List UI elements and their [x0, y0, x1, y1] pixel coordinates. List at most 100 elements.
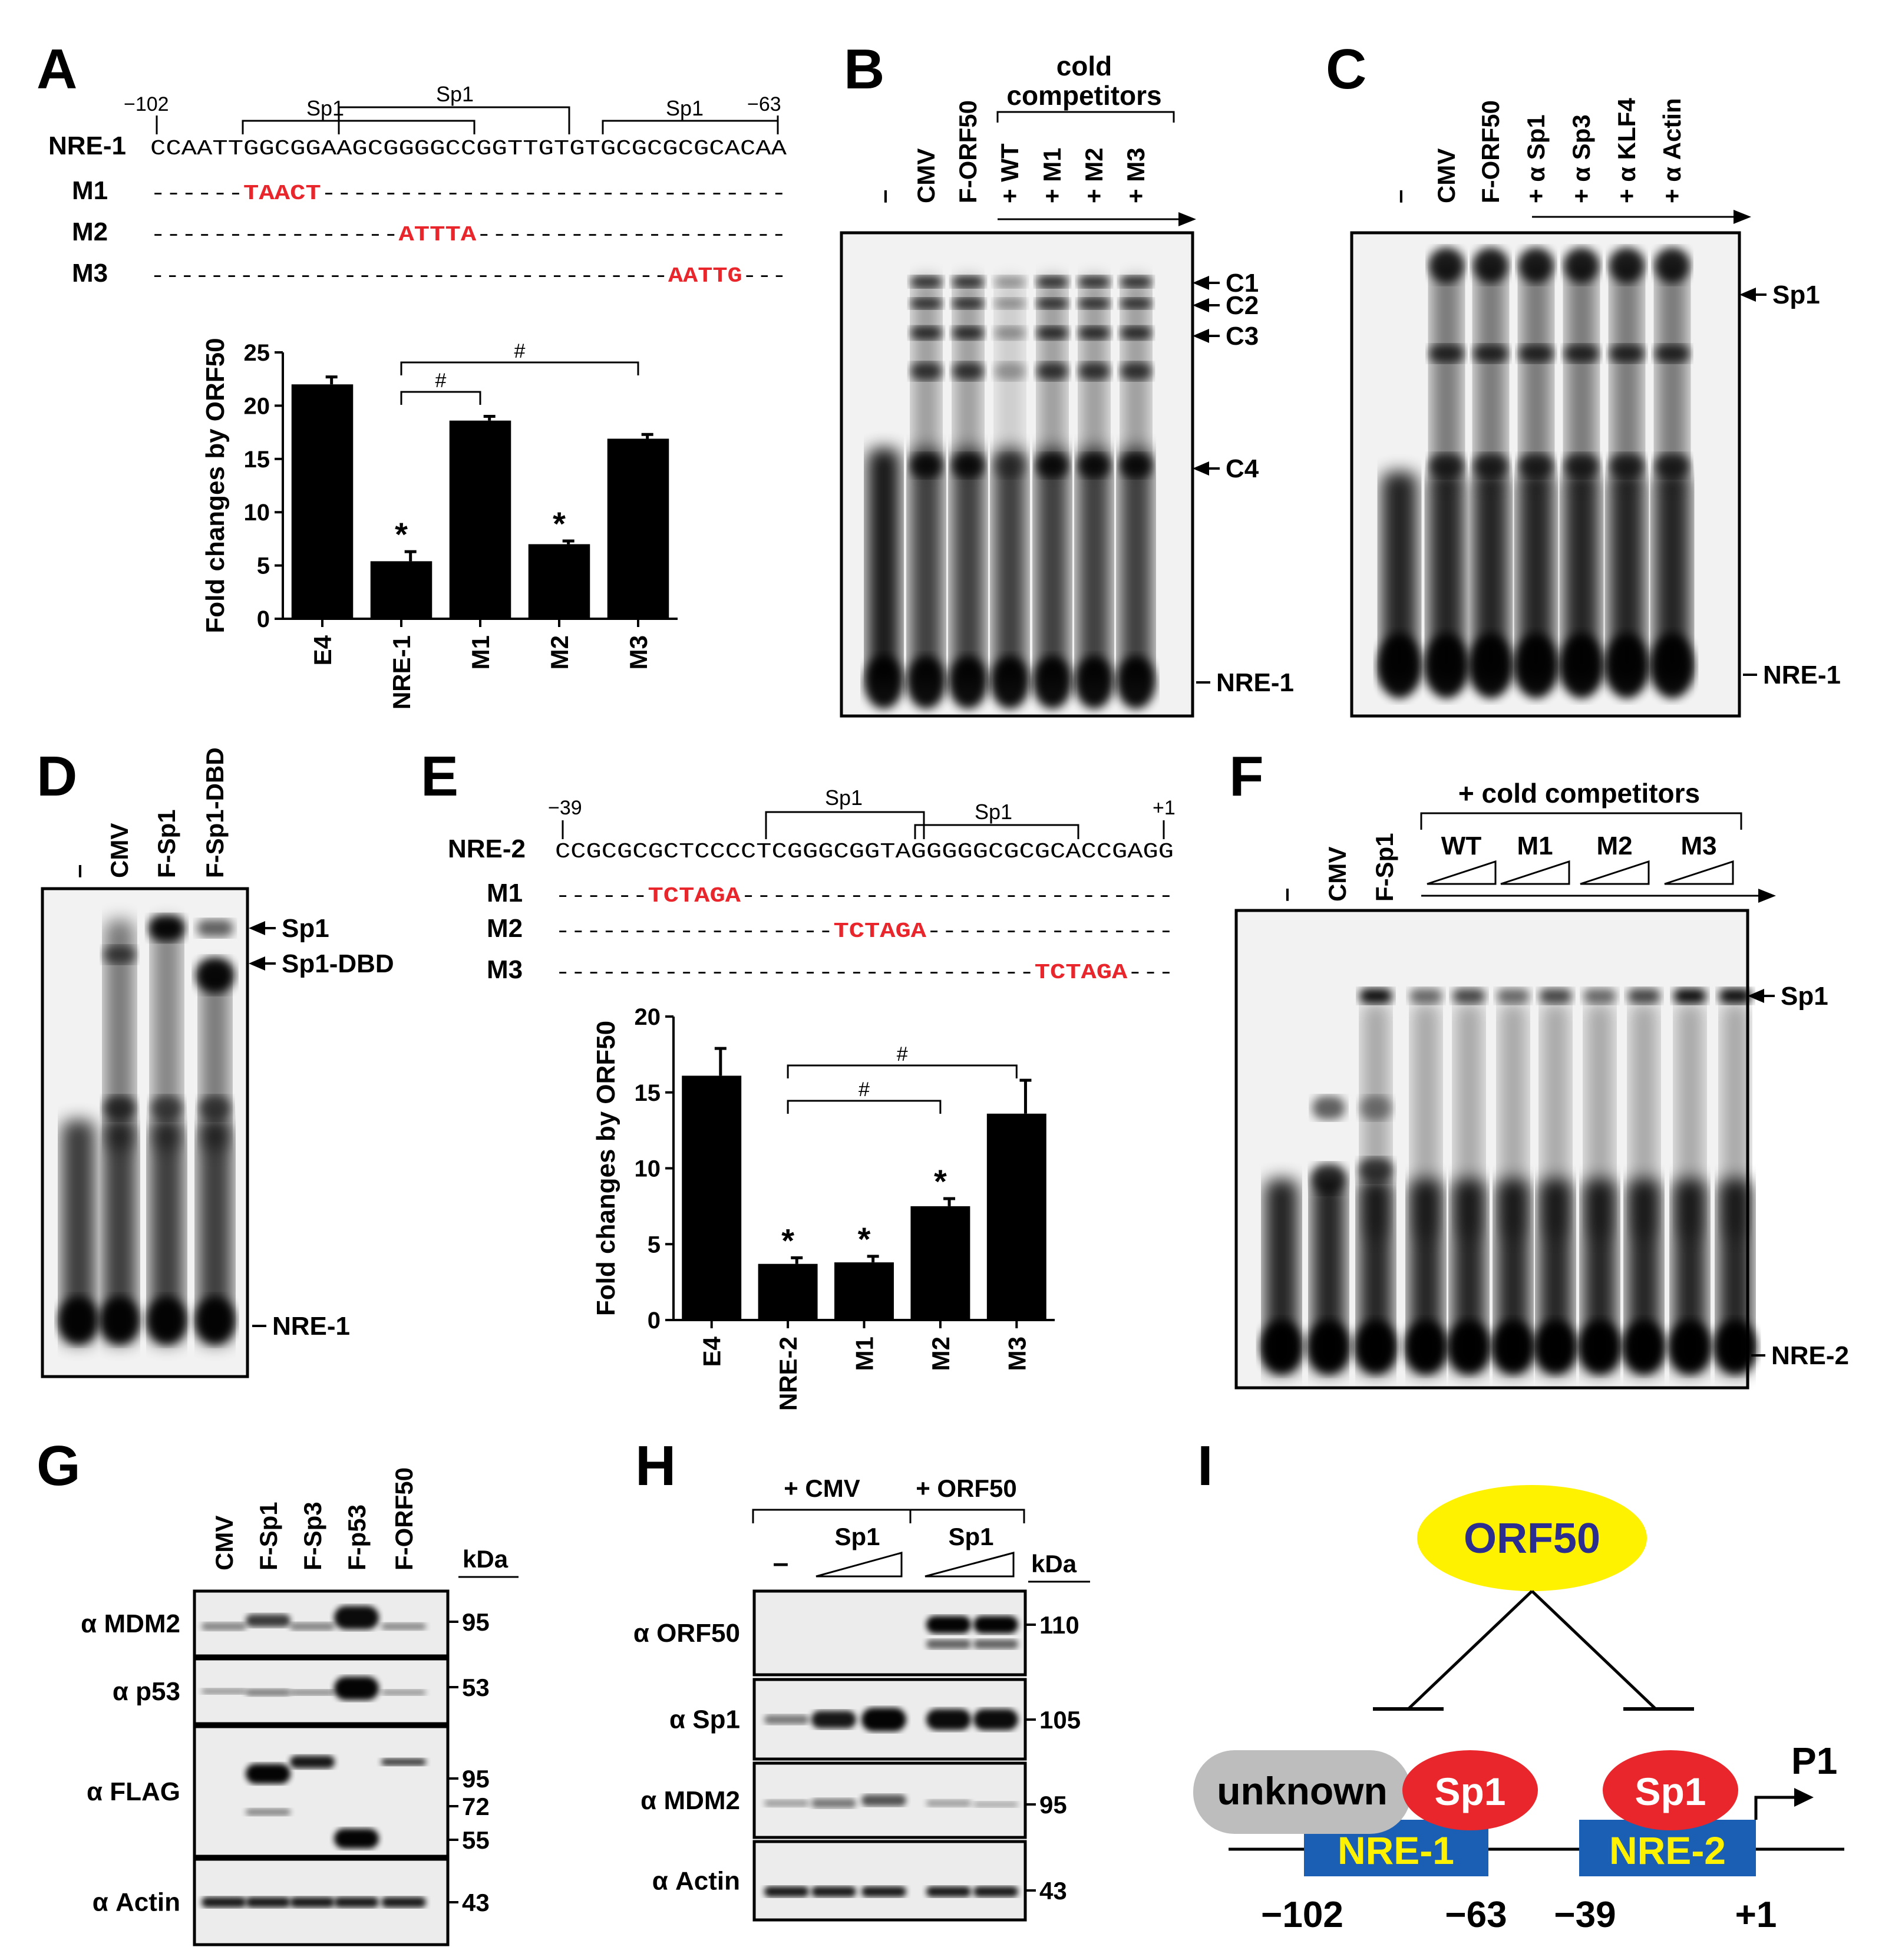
- sequence-name: M2: [487, 914, 523, 943]
- kda-marker-label: 53: [462, 1674, 490, 1701]
- gel-d-bands: [58, 915, 235, 1344]
- x-tick-label: E4: [309, 635, 336, 665]
- blot-antibody-label: α p53: [113, 1677, 180, 1706]
- panel-letter-f: F: [1229, 745, 1264, 808]
- band-label: C4: [1226, 454, 1259, 483]
- lane-smear: [1563, 471, 1600, 684]
- cold-competitors-label-line2: competitors: [1006, 80, 1161, 111]
- band: [1627, 988, 1660, 1004]
- band-label: Sp1-DBD: [282, 949, 394, 978]
- position-label: −102: [1261, 1895, 1343, 1935]
- comparison-label: #: [897, 1043, 908, 1065]
- lane-smear: [996, 277, 1023, 471]
- band: [1117, 656, 1155, 709]
- band: [1260, 1320, 1303, 1373]
- panel-a: A −102 −63 Sp1 Sp1 Sp1 NRE-1 CCAATTGGCGG…: [37, 38, 787, 710]
- sequence-row-m1: M1 ------ TCTAGA -------------------------…: [487, 879, 1174, 908]
- band: [1452, 988, 1485, 1004]
- band: [1448, 1320, 1490, 1373]
- lane-smear: [1657, 259, 1688, 483]
- panel-c: C – CMV F-ORF50 + α Sp1 + α Sp3 + α KLF4 + α A…: [1326, 38, 1841, 718]
- unknown-factor: [1193, 1750, 1411, 1834]
- sequence-row-nre1: NRE-1 CCAATTGGCGGAAGCGGGGCCGGTTGTGTGCGCG…: [48, 131, 787, 161]
- kda-marker-label: 43: [1039, 1877, 1067, 1905]
- lane-labels-f: – CMV F-Sp1 WT M1 M2 M3: [1272, 831, 1734, 902]
- panel-letter-h: H: [635, 1434, 676, 1497]
- sequence-text: ------ TCTAGA ----------------------------: [555, 884, 1174, 908]
- lane-label: CMV: [210, 1516, 238, 1570]
- y-tick-label: 0: [257, 606, 270, 632]
- lane-label: F-Sp1: [255, 1502, 282, 1570]
- lane-smear: [1036, 448, 1069, 684]
- band: [1405, 1320, 1447, 1373]
- band: [1469, 633, 1513, 698]
- sp1-oval-nre1-label: Sp1: [1434, 1770, 1505, 1813]
- sp1-site-bracket-3: [602, 120, 779, 134]
- sequence-name: M1: [487, 879, 523, 908]
- comparison-label: #: [435, 369, 447, 392]
- sp1-site-bracket-1: [242, 120, 476, 134]
- lane-label: F-ORF50: [390, 1467, 418, 1570]
- band: [147, 1296, 187, 1344]
- protein-band: [334, 1606, 379, 1629]
- blot-antibody-label: α FLAG: [87, 1777, 180, 1806]
- blot-antibody-label: α Actin: [652, 1867, 740, 1896]
- blot-antibody-label: α MDM2: [640, 1786, 740, 1815]
- lane-smear: [103, 1120, 137, 1344]
- band: [1583, 988, 1616, 1004]
- cold-competitors-label: + cold competitors: [1458, 778, 1700, 809]
- band-label: C2: [1226, 291, 1259, 320]
- competitor-gradient-wedge: [1500, 860, 1570, 885]
- lane-smear: [867, 448, 900, 684]
- cold-competitors-bracket: [1420, 812, 1742, 830]
- band-label: NRE-2: [1771, 1341, 1849, 1370]
- lane-smear: [1475, 259, 1506, 483]
- competitor-gradient-wedge: [1664, 860, 1734, 885]
- sequence-name: M1: [72, 176, 108, 205]
- band-label: NRE-1: [272, 1312, 350, 1341]
- panel-letter-a: A: [37, 38, 77, 101]
- lane-label: + M2: [1080, 147, 1108, 203]
- comparison-bracket: [787, 1064, 1018, 1078]
- protein-band: [334, 1829, 379, 1849]
- band: [1605, 633, 1649, 698]
- cmv-group-bracket: [752, 1509, 912, 1523]
- sequence-row-m2: M2 ---------------- ATTTA ----------------…: [72, 217, 787, 247]
- lane-label: –: [870, 190, 897, 203]
- sp1-site-label-2: Sp1: [975, 800, 1012, 824]
- lane-smear: [952, 448, 985, 684]
- sp1-titration-label-orf50: Sp1: [948, 1523, 993, 1550]
- sp1-site-label-3: Sp1: [666, 96, 704, 120]
- x-tick-label: M2: [546, 635, 573, 669]
- blot-frame: [752, 1840, 1027, 1922]
- lane-label: + α Actin: [1658, 98, 1686, 203]
- lane-smear: [198, 1120, 232, 1344]
- sequence-name: M2: [72, 217, 108, 246]
- lane-smear: [1122, 277, 1150, 471]
- position-label: −39: [1554, 1895, 1616, 1935]
- sequence-name: NRE-2: [448, 834, 526, 863]
- lane-label: –: [64, 864, 92, 878]
- sp1-gradient-wedge-orf50: [925, 1552, 1015, 1578]
- lane-label: –: [1272, 888, 1299, 902]
- y-axis-label: Fold changes by ORF50: [201, 338, 230, 633]
- protein-band: [861, 1886, 906, 1897]
- y-tick-label: 0: [648, 1308, 661, 1334]
- band: [1514, 633, 1558, 698]
- lane-smear: [200, 966, 230, 1149]
- band: [100, 1296, 140, 1344]
- lane-smear: [1586, 1002, 1614, 1238]
- competitor-group-label: M1: [1517, 831, 1553, 860]
- band: [1560, 633, 1603, 698]
- position-end-label: −63: [747, 93, 781, 116]
- lane-smear: [1362, 1002, 1390, 1238]
- bar: [758, 1263, 818, 1320]
- bar: [986, 1113, 1046, 1320]
- x-tick-label: M2: [927, 1337, 955, 1371]
- panel-letter-c: C: [1326, 38, 1366, 101]
- y-tick-label: 20: [635, 1004, 661, 1030]
- lane-smear: [1078, 448, 1111, 684]
- band-arrow-head: [1193, 298, 1209, 312]
